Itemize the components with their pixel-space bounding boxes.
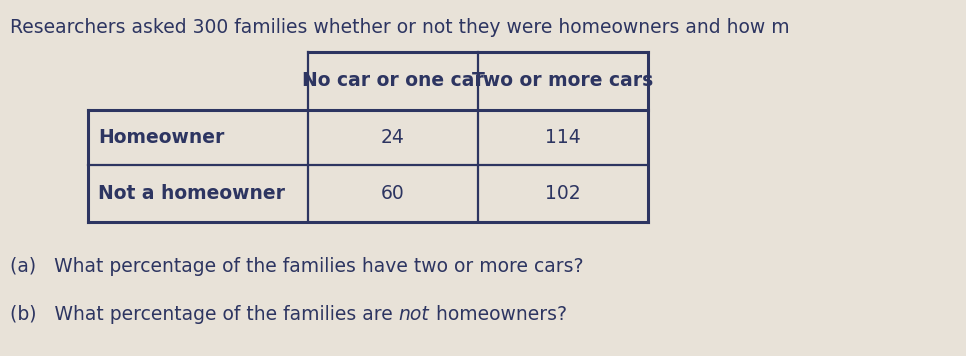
- Text: Researchers asked 300 families whether or not they were homeowners and how m: Researchers asked 300 families whether o…: [10, 18, 789, 37]
- Text: not: not: [399, 305, 430, 325]
- Text: 60: 60: [382, 184, 405, 203]
- Text: (a)   What percentage of the families have two or more cars?: (a) What percentage of the families have…: [10, 257, 583, 277]
- Text: Two or more cars: Two or more cars: [472, 72, 654, 90]
- Text: homeowners?: homeowners?: [430, 305, 566, 325]
- Text: No car or one car: No car or one car: [302, 72, 484, 90]
- Text: 24: 24: [381, 128, 405, 147]
- Text: Homeowner: Homeowner: [98, 128, 224, 147]
- Text: 114: 114: [545, 128, 581, 147]
- Text: (b)   What percentage of the families are: (b) What percentage of the families are: [10, 305, 399, 325]
- Text: Not a homeowner: Not a homeowner: [98, 184, 285, 203]
- Text: 102: 102: [545, 184, 581, 203]
